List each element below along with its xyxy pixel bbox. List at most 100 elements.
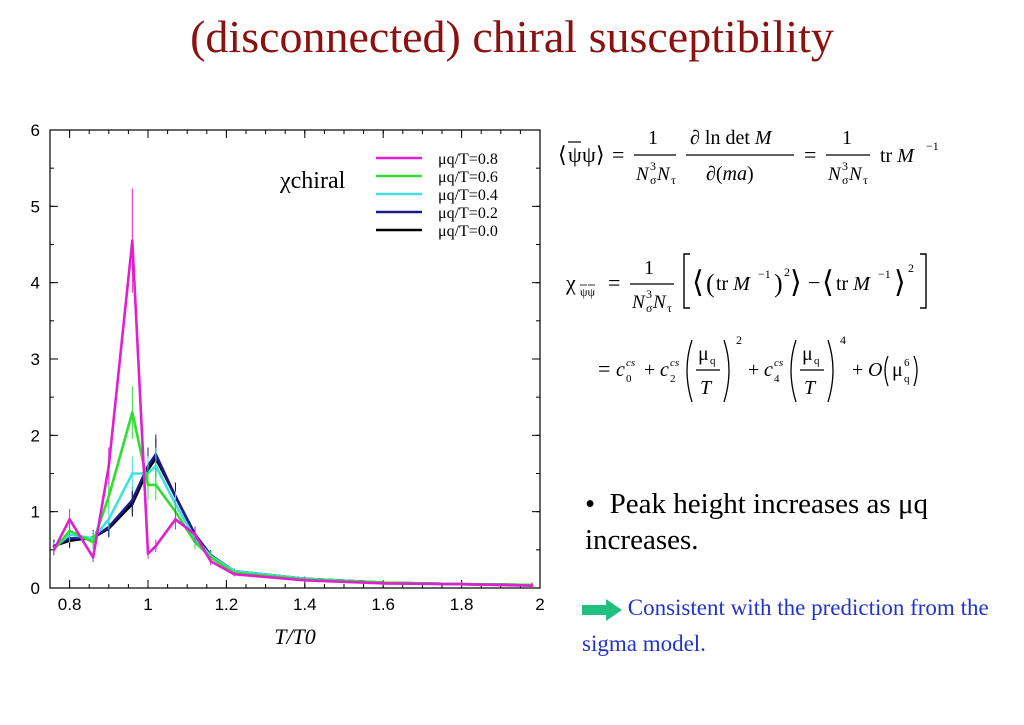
data-point xyxy=(530,584,534,587)
svg-text:4: 4 xyxy=(840,333,846,347)
svg-text:3: 3 xyxy=(650,159,656,173)
svg-text:⟩: ⟩ xyxy=(596,142,605,167)
data-point xyxy=(68,529,71,532)
data-point xyxy=(107,518,111,521)
chiral-susceptibility-chart: 0.8 1 1.2 1.4 1.6 1.8 2 0 1 2 3 4 5 6 T/T0 χchiral μq/T=… xyxy=(31,121,545,649)
data-point xyxy=(131,472,134,475)
svg-text:cs: cs xyxy=(774,357,783,369)
legend-label: μq/T=0.0 xyxy=(438,223,498,240)
svg-text:1: 1 xyxy=(648,127,658,149)
svg-text:tr M: tr M xyxy=(880,145,915,167)
svg-text:q: q xyxy=(814,355,820,367)
x-tick-label: 0.8 xyxy=(58,595,82,614)
bullet-point: • Peak height increases as μq increases. xyxy=(585,486,1005,558)
svg-text:N: N xyxy=(848,164,863,185)
data-point xyxy=(107,464,111,468)
y-tick-label: 5 xyxy=(31,197,40,216)
data-point xyxy=(131,499,134,502)
series-line xyxy=(53,464,533,587)
svg-text:T: T xyxy=(804,377,817,399)
equation-pbp: ⟨ ψ ψ ⟩ = 1 N σ 3 N τ ∂ ln det M ∂(ma) =… xyxy=(556,118,1016,193)
svg-text:μ: μ xyxy=(892,359,903,381)
data-point xyxy=(131,411,134,414)
svg-text:2: 2 xyxy=(670,373,676,385)
data-point xyxy=(91,541,95,544)
svg-text:4: 4 xyxy=(774,373,780,385)
svg-text:−1: −1 xyxy=(878,267,891,281)
x-tick-label: 1.8 xyxy=(450,595,474,614)
series-line xyxy=(52,239,533,588)
svg-text:ψ: ψ xyxy=(568,142,582,167)
svg-text:⟩: ⟩ xyxy=(894,266,906,299)
svg-text:σ: σ xyxy=(650,173,657,187)
data-point xyxy=(174,518,177,521)
data-point xyxy=(233,573,236,576)
svg-text:ψ: ψ xyxy=(582,142,596,167)
data-point xyxy=(460,582,463,586)
svg-text:−1: −1 xyxy=(926,139,939,153)
x-axis-label: T/T0 xyxy=(274,624,316,649)
conclusion-text: Consistent with the prediction from the … xyxy=(582,595,989,656)
svg-text:tr M: tr M xyxy=(716,273,751,295)
svg-text:O: O xyxy=(868,359,882,381)
bullet-text: Peak height increases as μq increases. xyxy=(585,488,928,556)
data-point xyxy=(193,533,197,536)
svg-text:1: 1 xyxy=(842,127,852,149)
svg-text:⟨: ⟨ xyxy=(692,266,704,299)
svg-text:χ: χ xyxy=(565,270,576,295)
svg-text:+: + xyxy=(644,359,655,381)
series-line xyxy=(53,453,533,587)
equation-2-render: χ ψψ = 1 N σ 3 N τ ⟨ ( tr M −1 ) 2 ⟩ − ⟨… xyxy=(565,253,927,315)
svg-text:1: 1 xyxy=(644,257,654,279)
svg-text:0: 0 xyxy=(626,373,632,385)
right-arrow-icon xyxy=(582,598,622,621)
svg-text:∂ ln det M: ∂ ln det M xyxy=(690,127,773,149)
svg-text:2: 2 xyxy=(908,261,914,275)
data-point xyxy=(91,556,95,559)
svg-text:3: 3 xyxy=(646,287,652,301)
x-tick-label: 2 xyxy=(535,595,544,614)
bullet-marker: • xyxy=(585,488,610,520)
svg-text:tr M: tr M xyxy=(836,273,871,295)
svg-text:N: N xyxy=(827,164,842,185)
svg-text:c: c xyxy=(764,359,773,381)
svg-text:N: N xyxy=(652,292,667,313)
svg-text:c: c xyxy=(616,359,625,381)
series-line xyxy=(52,411,533,587)
y-tick-label: 0 xyxy=(31,579,40,598)
svg-text:N: N xyxy=(656,164,671,185)
svg-text:τ: τ xyxy=(671,173,676,187)
equation-3-render: = c cs 0 + c cs 2 μ q T 2 + c cs 4 μ q T… xyxy=(598,333,918,403)
svg-text:6: 6 xyxy=(904,357,910,369)
equation-expansion: = c cs 0 + c cs 2 μ q T 2 + c cs 4 μ q T… xyxy=(596,330,1016,410)
legend-label: μq/T=0.2 xyxy=(438,205,498,222)
svg-text:−: − xyxy=(808,270,820,295)
svg-text:=: = xyxy=(598,356,610,381)
svg-text:⟨: ⟨ xyxy=(822,266,834,299)
data-point xyxy=(52,548,56,552)
svg-text:−1: −1 xyxy=(758,267,771,281)
svg-text:cs: cs xyxy=(670,357,679,369)
data-point xyxy=(382,582,385,585)
svg-text:+: + xyxy=(852,359,863,381)
svg-text:c: c xyxy=(660,359,669,381)
legend-label: μq/T=0.4 xyxy=(438,187,498,204)
data-point xyxy=(303,579,306,582)
svg-text:=: = xyxy=(608,270,620,295)
svg-text:q: q xyxy=(710,355,716,367)
svg-text:σ: σ xyxy=(646,301,653,315)
data-point xyxy=(107,495,111,498)
data-point xyxy=(209,560,212,563)
y-tick-label: 4 xyxy=(31,274,40,293)
equation-1-render: ⟨ ψ ψ ⟩ = 1 N σ 3 N τ ∂ ln det M ∂(ma) =… xyxy=(558,127,939,187)
svg-text:ψψ: ψψ xyxy=(580,285,596,299)
svg-text:N: N xyxy=(635,164,650,185)
svg-text:3: 3 xyxy=(842,159,848,173)
y-tick-label: 6 xyxy=(31,121,40,140)
svg-text:T: T xyxy=(700,377,713,399)
svg-text:): ) xyxy=(774,269,783,298)
data-point xyxy=(131,239,134,242)
legend-label: μq/T=0.6 xyxy=(438,169,498,186)
x-tick-label: 1.2 xyxy=(215,595,239,614)
svg-text:2: 2 xyxy=(784,265,790,279)
